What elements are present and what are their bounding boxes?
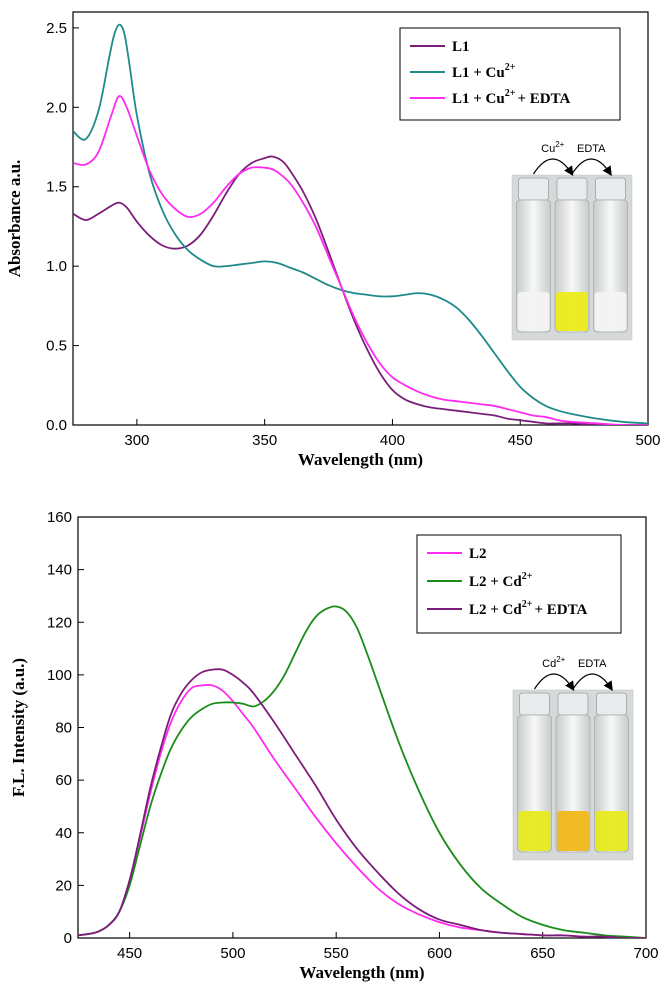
y-tick-label: 2.0	[46, 99, 67, 116]
inset-arrow-label: EDTA	[578, 658, 607, 670]
x-axis-title: Wavelength (nm)	[298, 450, 423, 469]
y-tick-label: 1.0	[46, 258, 67, 275]
y-tick-label: 80	[55, 720, 72, 737]
series-line-1-3	[73, 95, 648, 425]
inset-vial-photo: Cd2+ EDTA	[512, 655, 634, 861]
legend-entry-main: L1 + Cu	[452, 91, 505, 107]
y-tick-label: 0	[64, 930, 72, 947]
inset-arrow	[533, 673, 575, 692]
legend-entry-main: L2	[469, 546, 487, 562]
legend-entry: L1 + Cu2+	[452, 62, 516, 81]
x-tick-label: 500	[220, 945, 245, 962]
x-axis-title: Wavelength (nm)	[299, 963, 424, 982]
legend-entry-main: L2 + Cd	[469, 602, 522, 618]
vial-solution	[595, 811, 628, 851]
y-tick-label: 140	[47, 562, 72, 579]
y-tick-label: 40	[55, 825, 72, 842]
inset-arrow	[571, 158, 612, 177]
legend-entry-main: L1 + Cu	[452, 65, 505, 81]
vial-solution	[517, 292, 550, 331]
y-axis-title: Absorbance a.u.	[5, 160, 24, 278]
series-line-1-2	[73, 23, 648, 425]
x-tick-label: 500	[635, 432, 660, 449]
inset-vial-photo: Cu2+ EDTA	[511, 140, 633, 341]
legend-entry-sup: 2+	[522, 571, 533, 582]
legend-entry-tail: + EDTA	[517, 91, 570, 107]
legend-entry: L2	[469, 546, 487, 562]
y-axis-title: F.L. Intensity (a.u.)	[9, 658, 28, 797]
legend-entry-main: L2 + Cd	[469, 574, 522, 590]
series-line-1-1	[73, 155, 648, 425]
vial-cap	[518, 177, 549, 201]
chart-panel-1: 300 350 400 450 500 0.0 0.5 1.0 1.5 2.0 2.5 Wavelen…	[5, 11, 661, 469]
legend-entry-main: L1	[452, 39, 470, 55]
y-tick-label: 120	[47, 614, 72, 631]
vial-cap	[595, 177, 626, 201]
vial-cap	[557, 692, 589, 716]
y-tick-label: 20	[55, 877, 72, 894]
inset-arrow-label: Cd2+	[542, 655, 566, 670]
series-line-2-2	[78, 605, 646, 938]
inset-arrow-label-main: EDTA	[577, 143, 606, 155]
legend-entry: L2 + Cd2+ + EDTA	[469, 599, 587, 618]
inset-arrow	[572, 673, 613, 692]
legend-entry-sup: 2+	[522, 599, 533, 610]
vial-cap	[556, 177, 588, 201]
inset-arrow-label-sup: 2+	[556, 655, 565, 664]
y-tick-label: 0.5	[46, 338, 67, 355]
y-tick-label: 2.5	[46, 20, 67, 37]
series-line-2-3	[78, 668, 646, 938]
x-tick-label: 550	[324, 945, 349, 962]
inset-arrow-label-main: Cd	[542, 658, 556, 670]
legend-entry: L1 + Cu2+ + EDTA	[452, 88, 570, 107]
y-tick-label: 100	[47, 667, 72, 684]
vial-solution	[594, 292, 627, 331]
vial-cap	[519, 692, 550, 716]
x-tick-label: 700	[633, 945, 658, 962]
plot-frame	[72, 11, 649, 426]
x-tick-label: 650	[530, 945, 555, 962]
legend-entry: L1	[452, 39, 470, 55]
vial-solution	[557, 811, 589, 851]
inset-arrow-label-main: EDTA	[578, 658, 607, 670]
legend-entry: L2 + Cd2+	[469, 571, 533, 590]
x-tick-label: 450	[508, 432, 533, 449]
x-tick-label: 450	[117, 945, 142, 962]
legend-entry-sup: 2+	[505, 88, 516, 99]
legend-entry-sup: 2+	[505, 62, 516, 73]
y-tick-label: 160	[47, 509, 72, 526]
legend-box	[416, 534, 622, 634]
chart-panel-2: 450 500 550 600 650 700 0 20 40 60 80 100 120 140 160 W…	[9, 509, 659, 982]
y-tick-label: 0.0	[46, 417, 67, 434]
inset-arrow-label: EDTA	[577, 143, 606, 155]
vial-cap	[596, 692, 627, 716]
legend-box	[399, 27, 621, 121]
vial-solution	[556, 292, 588, 331]
x-tick-label: 400	[380, 432, 405, 449]
inset-arrow-label-sup: 2+	[555, 140, 564, 149]
vial-solution	[518, 811, 551, 851]
x-tick-label: 350	[252, 432, 277, 449]
inset-arrow	[532, 158, 574, 177]
x-tick-label: 600	[427, 945, 452, 962]
inset-arrow-label-main: Cu	[541, 143, 555, 155]
inset-arrow-label: Cu2+	[541, 140, 565, 155]
legend-entry-tail: + EDTA	[534, 602, 587, 618]
x-tick-label: 300	[124, 432, 149, 449]
y-tick-label: 60	[55, 772, 72, 789]
y-tick-label: 1.5	[46, 179, 67, 196]
